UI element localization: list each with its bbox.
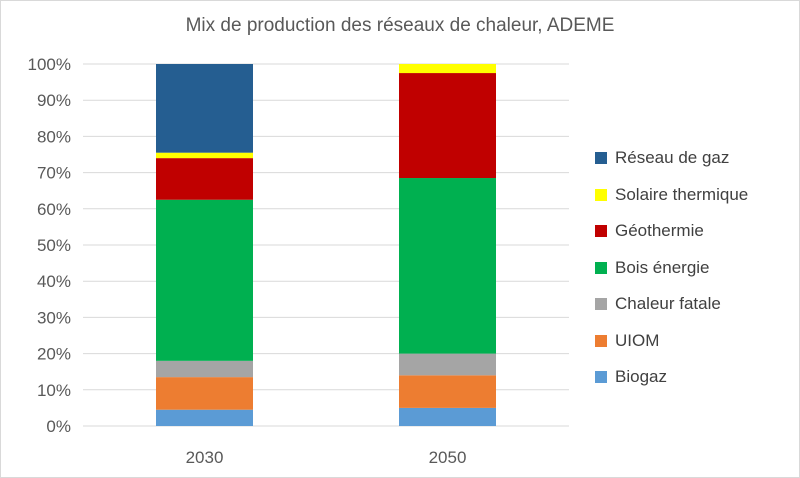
bar-segment <box>156 377 253 410</box>
legend-item: Solaire thermique <box>595 177 748 214</box>
y-tick-label: 80% <box>37 127 71 146</box>
bar-segment <box>399 64 496 74</box>
bar-segment <box>156 409 253 426</box>
legend-label: Chaleur fatale <box>615 294 721 314</box>
bar-segment <box>399 178 496 354</box>
x-tick-label: 2030 <box>186 448 224 467</box>
chart-title: Mix de production des réseaux de chaleur… <box>185 15 615 36</box>
legend-item: UIOM <box>595 323 748 360</box>
legend-label: UIOM <box>615 330 660 350</box>
bar-segment <box>399 407 496 426</box>
y-tick-label: 70% <box>37 164 71 183</box>
legend-item: Réseau de gaz <box>595 140 748 177</box>
bar-segment <box>399 375 496 408</box>
y-tick-label: 0% <box>46 417 71 436</box>
y-tick-label: 100% <box>28 55 71 74</box>
bar-segment <box>399 353 496 376</box>
legend-item: Chaleur fatale <box>595 286 748 323</box>
bar-segment <box>156 199 253 361</box>
legend-label: Réseau de gaz <box>615 148 730 168</box>
legend-swatch <box>595 261 607 274</box>
x-tick-label: 2050 <box>429 448 467 467</box>
bar-segment <box>156 152 253 159</box>
bar-segment <box>156 158 253 200</box>
y-tick-label: 20% <box>37 345 71 364</box>
y-tick-label: 60% <box>37 200 71 219</box>
legend-swatch <box>595 188 607 201</box>
y-tick-label: 40% <box>37 272 71 291</box>
bar-segment <box>399 73 496 179</box>
bar-segment <box>156 64 253 153</box>
legend-label: Bois énergie <box>615 257 710 277</box>
legend-swatch <box>595 225 607 238</box>
legend-swatch <box>595 334 607 347</box>
legend-label: Biogaz <box>615 367 667 387</box>
y-tick-label: 50% <box>37 236 71 255</box>
legend-swatch <box>595 152 607 165</box>
legend: Réseau de gaz Solaire thermique Géothermie… <box>595 140 748 396</box>
y-tick-label: 90% <box>37 91 71 110</box>
legend-label: Solaire thermique <box>615 184 749 204</box>
bar-segment <box>156 360 253 378</box>
legend-item: Géothermie <box>595 213 748 250</box>
legend-item: Biogaz <box>595 359 748 396</box>
legend-swatch <box>595 371 607 384</box>
legend-label: Géothermie <box>615 221 704 241</box>
y-tick-label: 10% <box>37 381 71 400</box>
legend-swatch <box>595 298 607 311</box>
y-tick-label: 30% <box>37 308 71 327</box>
legend-item: Bois énergie <box>595 250 748 287</box>
